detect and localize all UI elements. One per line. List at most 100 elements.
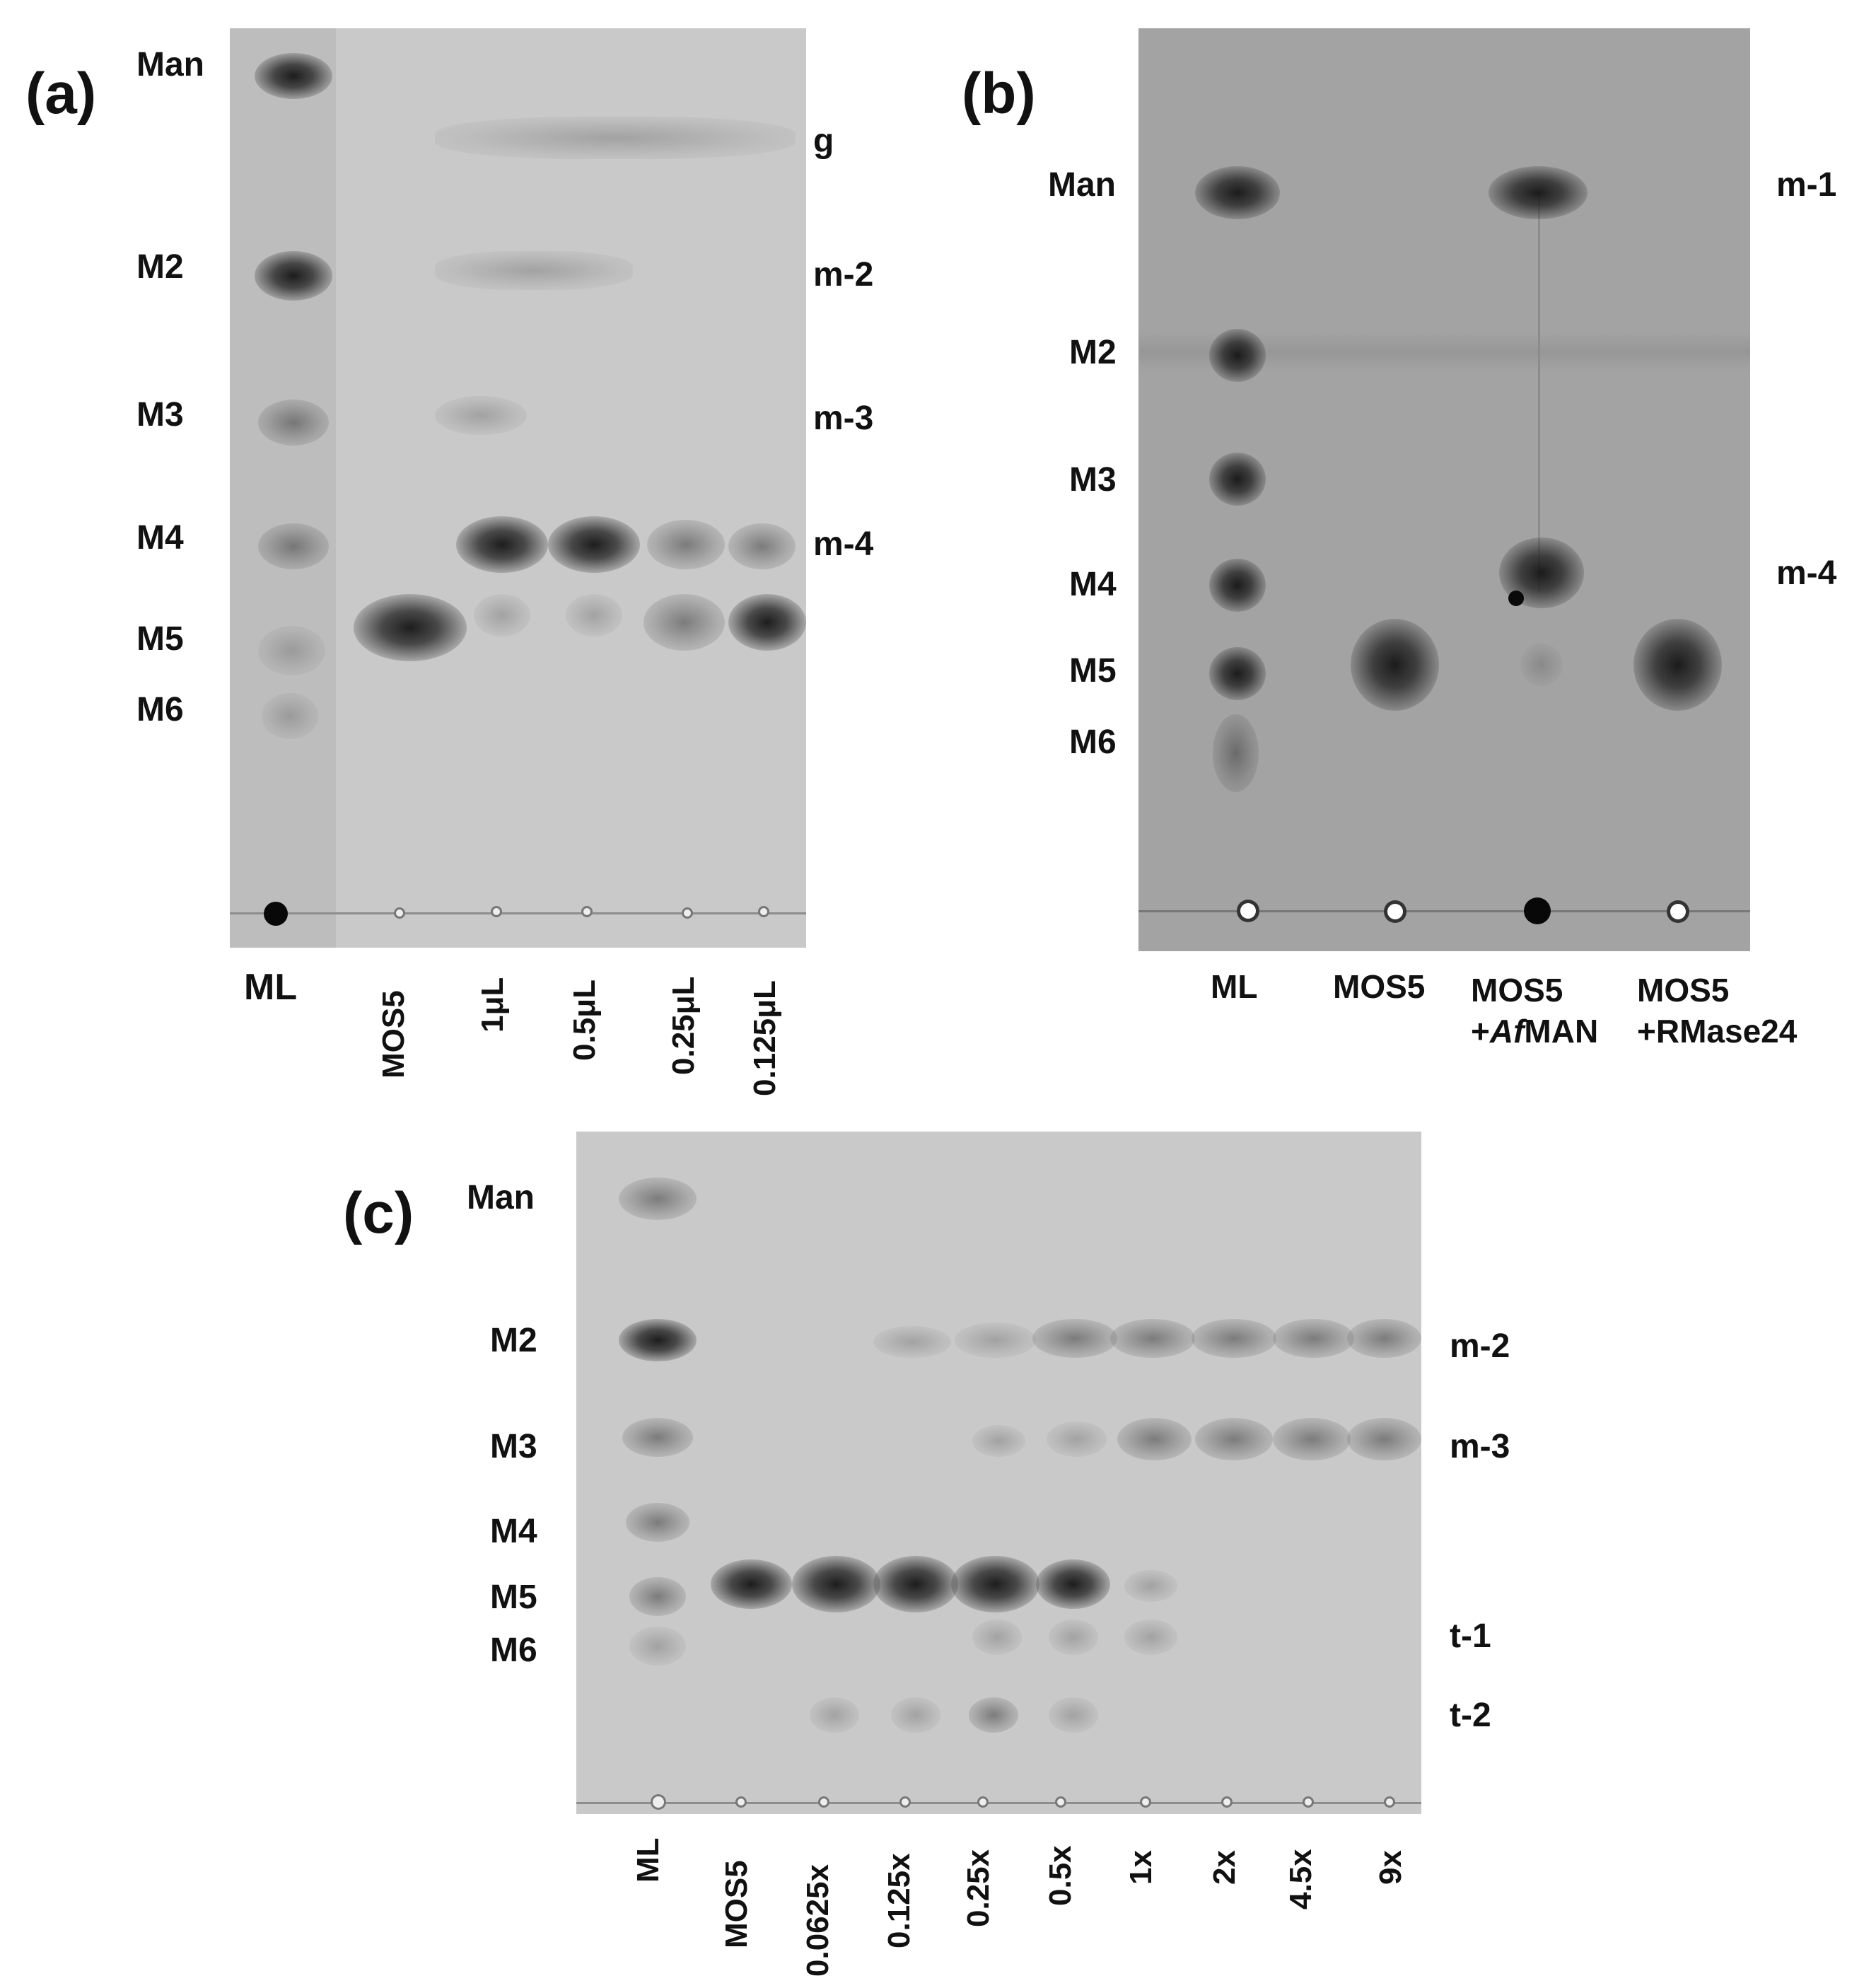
panel-a-m4-spot-05ul [548, 516, 640, 573]
panel-b-origin-dot-ml [1240, 903, 1256, 919]
panel-c-origin-dot-45x [1305, 1798, 1312, 1806]
panel-b-ml-spot-m6 [1213, 714, 1259, 792]
panel-b-lane-mos5: MOS5 [1333, 970, 1425, 1003]
panel-c-lane-9x: 9x [1373, 1850, 1408, 1885]
panel-c-lane-mos5: MOS5 [719, 1860, 754, 1948]
panel-c-m3-spot-025 [972, 1425, 1025, 1457]
panel-c-origin-dot-0625 [820, 1798, 827, 1806]
panel-a-m2-band [435, 251, 633, 290]
panel-b-lane-ml: ML [1211, 970, 1257, 1003]
panel-a-m3-band [435, 396, 527, 435]
panel-b-ml-spot-m4 [1209, 559, 1266, 612]
panel-a-lane-ml: ML [244, 967, 298, 1008]
panel-a-ml-spot-m5 [258, 626, 325, 675]
panel-a-label-m6: M6 [136, 691, 184, 728]
panel-c-t1-spot-025 [972, 1620, 1022, 1655]
panel-c-m5-spot-0125 [873, 1556, 958, 1612]
panel-b-lane-afman-line1: MOS5 [1471, 972, 1563, 1008]
panel-c-t2-spot-0625 [810, 1697, 859, 1733]
panel-a-label-m5: M5 [136, 620, 184, 658]
panel-c-m2-spot-2x [1192, 1319, 1276, 1358]
panel-c-origin-dot-1x [1142, 1798, 1149, 1806]
panel-b-origin-dot-mos5 [1387, 904, 1403, 919]
panel-c-ml-spot-m4 [626, 1503, 689, 1542]
panel-c-lane-025x: 0.25x [961, 1849, 996, 1927]
panel-c-lane-0125x: 0.125x [882, 1853, 916, 1948]
panel-c-m5-spot-05 [1036, 1559, 1110, 1609]
panel-c-origin-dot-2x [1223, 1798, 1230, 1806]
panel-c-lane-ml: ML [631, 1837, 665, 1883]
panel-a-origin-dot-05ul [583, 908, 590, 915]
panel-a-ml-spot-m6 [262, 693, 318, 739]
panel-c-lane-45x: 4.5x [1283, 1849, 1318, 1909]
panel-b-afman-spot-m5 [1520, 644, 1563, 686]
panel-a-label-m4: M4 [136, 519, 184, 557]
panel-b-ml-spot-m3 [1209, 453, 1266, 506]
panel-c-label-m2: M2 [490, 1322, 537, 1359]
panel-c-m2-spot-1x [1110, 1319, 1195, 1358]
panel-b-label-m-4: m-4 [1776, 554, 1837, 592]
panel-a-label-m2: M2 [136, 248, 184, 286]
panel-a-origin-dot-mos5 [396, 909, 403, 917]
panel-b-ml-spot-m2 [1209, 329, 1266, 382]
panel-c-t2-spot-025 [969, 1697, 1018, 1733]
panel-c-origin-dot-025 [979, 1798, 986, 1806]
panel-b-label-m3: M3 [1069, 461, 1117, 499]
panel-b-lane-afman-line2: +AfMAN [1471, 1012, 1599, 1050]
panel-c-m5-spot-1x [1124, 1570, 1177, 1602]
panel-a-tlc-plate [230, 28, 806, 948]
panel-a-m5-spot-0125ul [728, 594, 806, 651]
panel-c-origin-dot-05 [1057, 1798, 1064, 1806]
panel-a-label-m-2: m-2 [813, 256, 874, 293]
panel-b-label-man: Man [1048, 166, 1116, 204]
panel-b-afman-streak [1538, 194, 1540, 591]
panel-c-lane-1x: 1x [1124, 1850, 1158, 1885]
panel-b-ml-spot-man [1195, 166, 1280, 219]
panel-c-ml-spot-m6 [629, 1627, 686, 1666]
panel-c-m2-spot-45x [1273, 1319, 1354, 1358]
panel-c-m3-spot-05 [1047, 1422, 1107, 1457]
panel-c-t1-spot-1x [1124, 1620, 1177, 1655]
panel-b-tlc-plate [1138, 28, 1750, 951]
panel-b-label-m6: M6 [1069, 723, 1117, 761]
panel-c-origin-dot-0125 [902, 1798, 909, 1806]
panel-c-m3-spot-9x [1347, 1418, 1421, 1460]
panel-b-ml-spot-m5 [1209, 647, 1266, 700]
panel-a-origin-line [230, 912, 806, 914]
panel-a-origin-dot-1ul [493, 908, 500, 915]
panel-c-ml-spot-m3 [622, 1418, 693, 1457]
panel-c-ml-spot-m2 [619, 1319, 697, 1361]
panel-a-ml-spot-m3 [258, 400, 329, 446]
panel-a-letter: (a) [25, 62, 97, 126]
panel-b-lane-rmase24-line2: +RMase24 [1637, 1012, 1798, 1050]
panel-b-label-m-1: m-1 [1776, 166, 1837, 204]
panel-c-m5-spot-025 [951, 1556, 1039, 1612]
panel-c-letter: (c) [343, 1181, 414, 1245]
panel-a-g-band [435, 117, 796, 159]
panel-c-m5-spot-0625 [792, 1556, 880, 1612]
panel-b-origin-dot-rmase24 [1670, 904, 1686, 919]
panel-a-label-g: g [813, 122, 834, 160]
panel-b-label-m4: M4 [1069, 566, 1117, 603]
panel-b-lane-mos5-afman: MOS5 +AfMAN [1471, 970, 1598, 1052]
panel-a-origin-dot-0125ul [760, 908, 767, 915]
panel-c-label-m-3: m-3 [1450, 1428, 1510, 1465]
panel-c-m2-spot-9x [1347, 1319, 1421, 1358]
panel-c-lane-0625x: 0.0625x [800, 1864, 835, 1977]
panel-c-m3-spot-2x [1195, 1418, 1273, 1460]
panel-b-lane-mos5-line1: MOS5 [1333, 968, 1426, 1005]
panel-a-origin-dot-025ul [684, 909, 691, 917]
panel-a-m5-spot-1ul [474, 594, 530, 636]
panel-c-t1-spot-05 [1049, 1620, 1098, 1655]
panel-c-origin-dot-9x [1386, 1798, 1393, 1806]
panel-a-label-m-3: m-3 [813, 400, 874, 437]
panel-b-label-m2: M2 [1069, 334, 1117, 371]
panel-c-label-t-1: t-1 [1450, 1617, 1491, 1655]
panel-c-tlc-plate [576, 1132, 1421, 1814]
panel-b-mos5-spot [1351, 619, 1439, 711]
panel-c-label-man: Man [467, 1179, 535, 1216]
panel-b-afman-spot-m1 [1489, 166, 1588, 219]
panel-a-mos5-spot [354, 594, 467, 661]
panel-a-ml-spot-m4 [258, 523, 329, 569]
panel-b-origin-dot-afman [1524, 897, 1551, 924]
